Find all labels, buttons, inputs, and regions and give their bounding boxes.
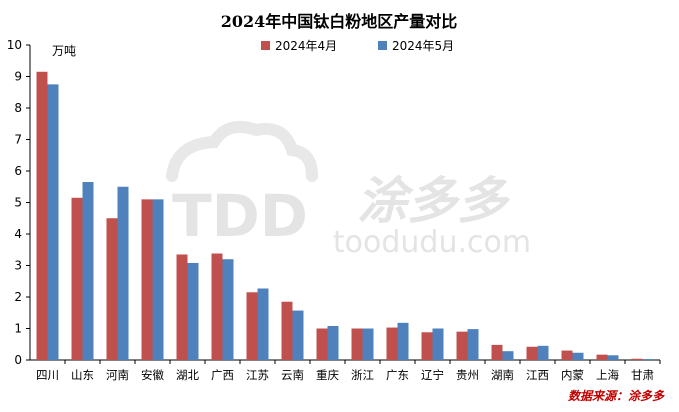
bar-april-3 <box>141 199 153 360</box>
x-tick-label: 四川 <box>36 368 59 382</box>
bar-april-0 <box>36 71 48 361</box>
x-tick-label: 广东 <box>386 368 409 382</box>
bar-may-5 <box>222 259 234 360</box>
bar-april-9 <box>351 328 363 360</box>
y-tick-label: 10 <box>7 38 22 52</box>
y-tick-label: 7 <box>14 133 22 147</box>
y-tick-label: 1 <box>14 322 22 336</box>
bar-april-10 <box>386 327 398 360</box>
bar-may-10 <box>397 322 409 360</box>
bar-may-6 <box>257 288 269 360</box>
bar-may-13 <box>502 351 514 360</box>
bar-may-4 <box>187 262 199 360</box>
chart-title: 2024年中国钛白粉地区产量对比 <box>221 12 458 31</box>
x-tick-label: 湖南 <box>491 368 514 382</box>
bar-may-12 <box>467 329 479 360</box>
bar-april-1 <box>71 197 83 360</box>
bar-april-13 <box>491 344 503 360</box>
y-tick-label: 5 <box>14 196 22 210</box>
x-tick-label: 安徽 <box>141 368 164 382</box>
bar-may-3 <box>152 199 164 360</box>
x-tick-label: 内蒙 <box>561 368 584 382</box>
x-tick-label: 贵州 <box>456 368 479 382</box>
legend-swatch-may <box>378 41 387 50</box>
watermark-logo-text: TDD <box>172 182 308 250</box>
bar-april-17 <box>631 358 643 360</box>
y-tick-label: 9 <box>14 70 22 84</box>
bar-april-11 <box>421 332 433 360</box>
bar-april-12 <box>456 331 468 360</box>
watermark: TDD 涂多多 toodudu.com <box>166 121 531 260</box>
x-tick-label: 重庆 <box>316 368 339 382</box>
bar-may-2 <box>117 186 129 360</box>
x-tick-label: 云南 <box>281 368 304 382</box>
bar-may-16 <box>607 355 619 360</box>
x-tick-label: 广西 <box>211 368 234 382</box>
bar-april-4 <box>176 254 188 360</box>
x-tick-label: 浙江 <box>351 368 374 382</box>
bar-april-16 <box>596 354 608 360</box>
bar-april-5 <box>211 253 223 360</box>
bar-may-0 <box>47 84 59 360</box>
x-tick-label: 甘肃 <box>631 368 654 382</box>
legend-item-may: 2024年5月 <box>378 39 454 53</box>
bar-may-7 <box>292 310 304 360</box>
x-tick-label: 河南 <box>106 368 129 382</box>
y-tick-label: 8 <box>14 101 22 115</box>
x-tick-label: 湖北 <box>176 368 199 382</box>
bar-may-1 <box>82 182 94 360</box>
bar-may-8 <box>327 325 339 360</box>
y-axis: 0 1 2 3 4 5 6 7 8 9 10 <box>7 38 31 367</box>
bar-april-2 <box>106 218 118 360</box>
bar-may-9 <box>362 328 374 360</box>
unit-label: 万吨 <box>52 44 76 58</box>
data-source: 数据来源：涂多多 <box>568 389 665 403</box>
legend: 2024年4月 2024年5月 <box>261 39 454 53</box>
watermark-brand: 涂多多 <box>357 172 510 230</box>
x-tick-label: 江苏 <box>246 368 269 382</box>
x-tick-label: 江西 <box>526 368 549 382</box>
legend-label-may: 2024年5月 <box>392 39 454 53</box>
x-axis: 四川 山东 河南 安徽 湖北 广西 江苏 云南 重庆 浙江 广东 辽宁 贵州 湖南 江西 内蒙 上海 甘肃 <box>30 359 661 382</box>
y-tick-label: 2 <box>14 290 22 304</box>
bars <box>36 71 654 361</box>
legend-item-april: 2024年4月 <box>261 39 337 53</box>
bar-may-11 <box>432 328 444 360</box>
legend-swatch-april <box>261 41 270 50</box>
legend-label-april: 2024年4月 <box>275 39 337 53</box>
x-tick-label: 山东 <box>71 368 94 382</box>
bar-april-6 <box>246 292 258 360</box>
bar-april-7 <box>281 301 293 360</box>
bar-may-17 <box>642 359 654 360</box>
x-tick-label: 上海 <box>596 368 619 382</box>
watermark-domain: toodudu.com <box>333 225 531 260</box>
bar-april-8 <box>316 328 328 360</box>
bar-april-15 <box>561 350 573 360</box>
watermark-logo: TDD <box>166 121 318 250</box>
y-tick-label: 0 <box>14 353 22 367</box>
y-tick-label: 4 <box>14 227 22 241</box>
bar-may-15 <box>572 352 584 360</box>
bar-may-14 <box>537 345 549 360</box>
x-tick-label: 辽宁 <box>421 368 444 382</box>
y-tick-label: 6 <box>14 164 22 178</box>
y-tick-label: 3 <box>14 259 22 273</box>
bar-april-14 <box>526 346 538 360</box>
